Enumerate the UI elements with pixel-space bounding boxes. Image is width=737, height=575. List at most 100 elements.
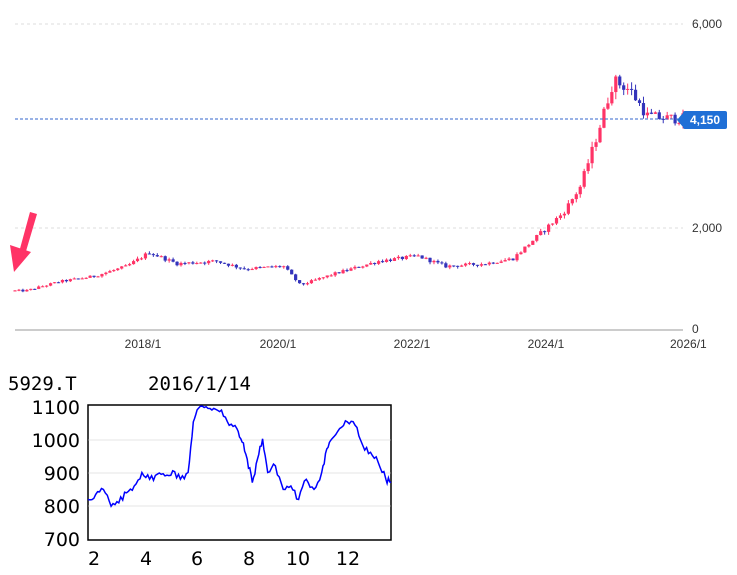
candle-down xyxy=(214,260,219,262)
candle-up xyxy=(60,279,65,283)
candle-down xyxy=(388,259,393,261)
candle-up xyxy=(610,92,614,104)
candle-down xyxy=(622,85,626,90)
candle-up xyxy=(37,286,41,289)
candle-up xyxy=(614,76,618,93)
candle-down xyxy=(661,118,665,120)
candle-down xyxy=(428,257,432,263)
candle-down xyxy=(440,262,444,264)
current-price-label-bg xyxy=(683,111,727,129)
candle-down xyxy=(294,274,298,281)
candle-up xyxy=(547,224,551,232)
y-tick-label: 2,000 xyxy=(692,221,722,235)
candle-down xyxy=(630,88,634,90)
current-price-text: 4,150 xyxy=(690,113,720,127)
candle-up xyxy=(17,289,21,291)
x-tick-label: 2020/1 xyxy=(260,337,297,351)
candle-up xyxy=(550,223,555,225)
candle-down xyxy=(452,265,456,267)
y-tick-labels: 6,000 2,000 0 xyxy=(692,17,722,336)
candle-up xyxy=(515,254,519,261)
candle-up xyxy=(88,275,92,278)
x-tick-label: 8 xyxy=(243,548,255,570)
main-candlestick-chart: 6,000 2,000 0 2018/1 2020/1 2022/1 2024/… xyxy=(10,17,727,351)
candle-down xyxy=(234,264,238,268)
candle-up xyxy=(195,263,199,265)
grid-lines xyxy=(15,23,683,331)
candle-up xyxy=(653,112,657,114)
candle-up xyxy=(598,127,602,143)
candle-up xyxy=(309,280,314,284)
candle-up xyxy=(404,255,408,260)
candle-up xyxy=(503,260,507,262)
candle-up xyxy=(479,264,484,266)
candle-up xyxy=(396,256,401,259)
candle-down xyxy=(21,289,25,292)
x-tick-label: 2 xyxy=(88,548,100,570)
candle-down xyxy=(444,263,448,268)
candle-up xyxy=(341,270,345,274)
candle-down xyxy=(491,262,495,264)
candle-down xyxy=(400,256,404,260)
candle-up xyxy=(349,268,353,271)
candlestick-series xyxy=(13,74,685,293)
candle-up xyxy=(432,260,436,263)
x-tick-label: 12 xyxy=(336,548,360,570)
y-tick-label: 0 xyxy=(692,322,699,336)
candle-down xyxy=(357,266,361,268)
candle-down xyxy=(290,269,294,275)
candle-up xyxy=(570,199,574,204)
candle-down xyxy=(278,266,282,268)
candle-up xyxy=(13,290,17,292)
candle-down xyxy=(511,258,515,261)
candle-up xyxy=(262,266,266,268)
y-tick-label: 900 xyxy=(44,463,80,485)
candle-down xyxy=(475,264,480,266)
candle-up xyxy=(48,283,53,286)
candle-up xyxy=(325,275,329,278)
candle-down xyxy=(246,269,250,271)
x-tick-label: 2024/1 xyxy=(528,337,565,351)
candle-down xyxy=(436,260,440,263)
candle-up xyxy=(128,264,132,266)
candle-up xyxy=(329,275,333,277)
x-tick-label: 2026/1 xyxy=(670,337,707,351)
candle-up xyxy=(594,142,598,147)
candle-down xyxy=(218,261,223,263)
candle-up xyxy=(645,112,650,116)
candle-down xyxy=(420,255,424,259)
candle-up xyxy=(377,261,381,264)
candle-down xyxy=(222,262,227,264)
candle-down xyxy=(33,288,37,290)
candle-down xyxy=(226,263,231,266)
candle-up xyxy=(100,274,104,277)
candle-up xyxy=(535,235,539,241)
candle-up xyxy=(499,261,503,263)
candle-down xyxy=(286,266,290,270)
candle-down xyxy=(641,103,646,116)
candle-down xyxy=(270,266,274,268)
candle-up xyxy=(467,263,472,265)
candle-up xyxy=(531,240,535,245)
candle-up xyxy=(131,261,136,265)
candle-up xyxy=(554,218,559,224)
candle-up xyxy=(392,258,397,261)
candle-up xyxy=(578,186,582,195)
candle-up xyxy=(333,272,337,276)
secondary-line-chart: 5929.T 2016/1/14 1100 1000 900 800 700 2… xyxy=(8,373,392,570)
candle-up xyxy=(139,258,144,260)
candle-up xyxy=(495,262,499,264)
candle-up xyxy=(582,171,586,187)
candle-down xyxy=(637,100,642,104)
y-tick-label: 800 xyxy=(44,496,80,518)
sub-y-tick-labels: 1100 1000 900 800 700 xyxy=(32,397,80,551)
candle-down xyxy=(456,265,460,267)
candle-up xyxy=(626,88,630,90)
red-arrow-icon xyxy=(10,212,37,272)
x-tick-label: 2018/1 xyxy=(125,337,162,351)
candle-up xyxy=(116,268,120,271)
x-tick-label: 10 xyxy=(286,548,310,570)
candle-up xyxy=(68,279,72,282)
candle-down xyxy=(64,279,68,282)
candle-down xyxy=(203,262,207,264)
